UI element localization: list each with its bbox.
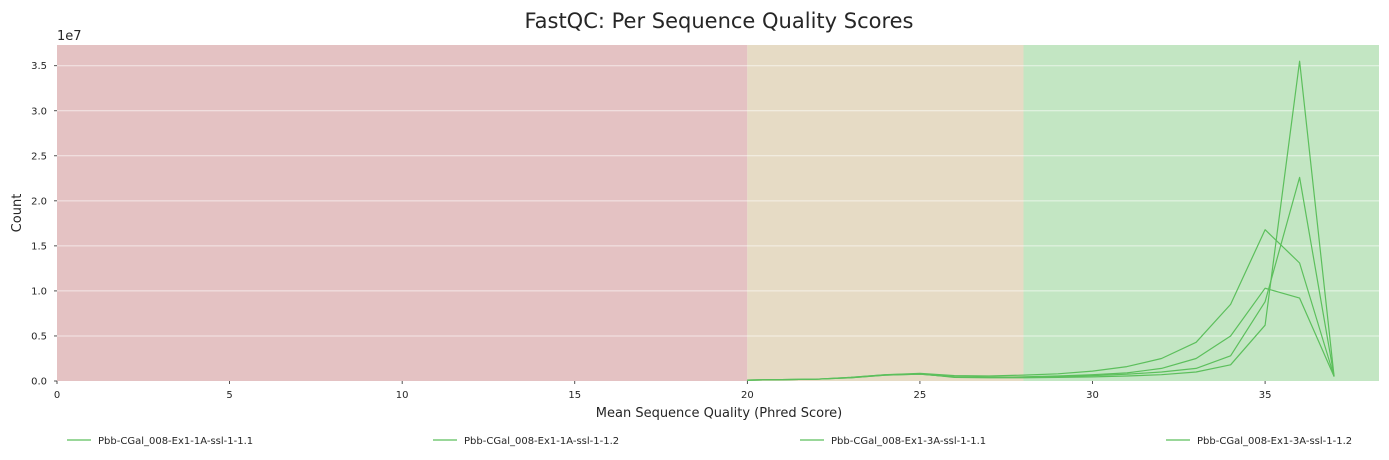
y-tick-label-4: 2.0 <box>31 196 47 207</box>
y-axis-offset-label: 1e7 <box>57 29 82 44</box>
background-band-2 <box>747 45 1024 381</box>
y-tick-label-2: 1.0 <box>31 286 47 297</box>
legend-label-2: Pbb-CGal_008-Ex1-1A-ssl-1-1.2 <box>464 436 619 447</box>
plot-grid <box>57 65 1379 337</box>
chart-title: FastQC: Per Sequence Quality Scores <box>524 9 913 33</box>
x-tick-label-6: 30 <box>1086 390 1099 401</box>
plot-background-bands <box>57 45 1379 381</box>
y-tick-label-7: 3.5 <box>31 61 47 72</box>
y-tick-label-0: 0.0 <box>31 377 47 388</box>
x-tick-label-1: 5 <box>226 390 232 401</box>
x-tick-label-7: 35 <box>1259 390 1272 401</box>
x-tick-label-2: 10 <box>396 390 409 401</box>
series-line-4 <box>747 176 1335 381</box>
legend-label-4: Pbb-CGal_008-Ex1-3A-ssl-1-1.2 <box>1197 436 1352 447</box>
y-tick-label-5: 2.5 <box>31 151 47 162</box>
y-axis-ticks: 0.0 0.5 1.0 1.5 2.0 2.5 3.0 3.5 <box>31 61 57 388</box>
legend-label-1: Pbb-CGal_008-Ex1-1A-ssl-1-1.1 <box>98 436 253 447</box>
y-tick-label-1: 0.5 <box>31 331 47 342</box>
plot-lines <box>747 60 1335 381</box>
y-tick-label-6: 3.0 <box>31 106 47 117</box>
y-axis-label: Count <box>10 194 25 233</box>
x-tick-label-4: 20 <box>741 390 754 401</box>
x-axis-label: Mean Sequence Quality (Phred Score) <box>596 406 842 421</box>
x-tick-label-5: 25 <box>914 390 927 401</box>
y-tick-label-3: 1.5 <box>31 241 47 252</box>
x-axis-ticks: 0 5 10 15 20 25 30 35 <box>54 381 1272 401</box>
background-band-3 <box>1023 45 1379 381</box>
legend-label-3: Pbb-CGal_008-Ex1-3A-ssl-1-1.1 <box>831 436 986 447</box>
background-band-1 <box>57 45 748 381</box>
x-tick-label-3: 15 <box>568 390 581 401</box>
legend: Pbb-CGal_008-Ex1-1A-ssl-1-1.1 Pbb-CGal_00… <box>67 436 1352 447</box>
x-tick-label-0: 0 <box>54 390 60 401</box>
